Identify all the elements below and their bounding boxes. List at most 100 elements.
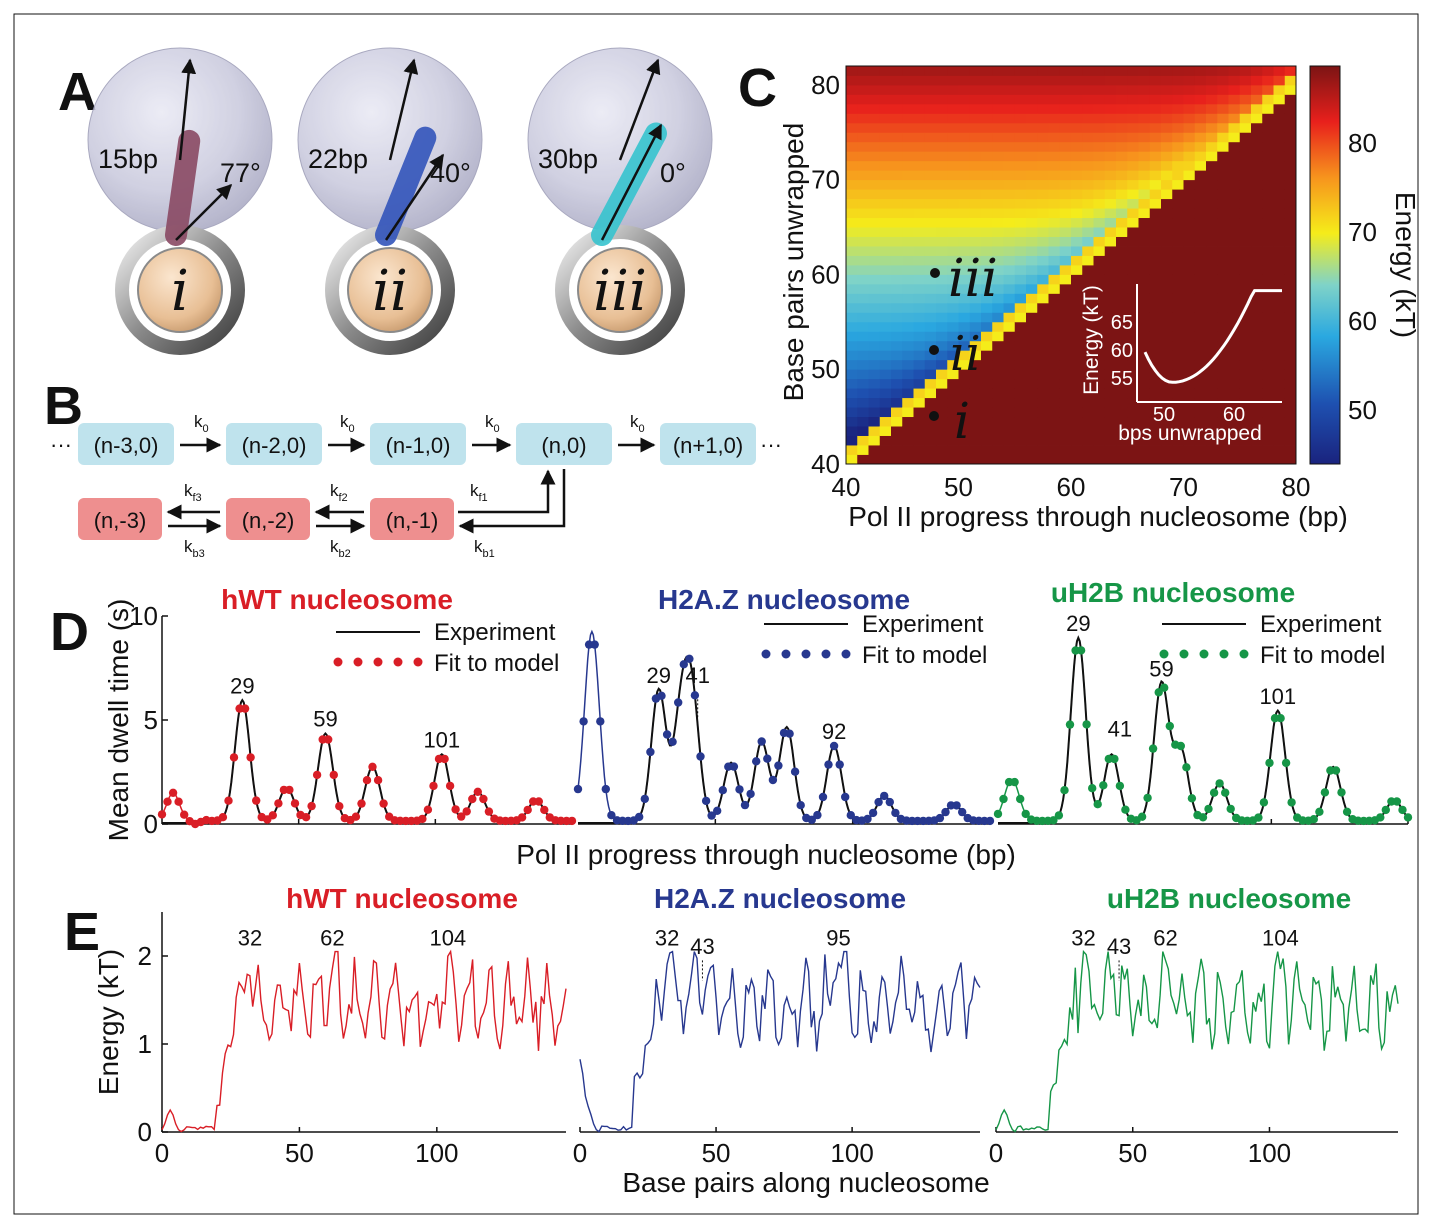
fit-point <box>1187 794 1197 803</box>
experiment-line <box>162 698 572 824</box>
peak-label: 95 <box>826 926 850 951</box>
fit-point <box>1331 766 1341 775</box>
fit-point <box>1076 646 1086 655</box>
fit-point <box>445 781 455 791</box>
inset-y-tick: 55 <box>1111 368 1133 390</box>
state-marker-label: ii <box>950 326 981 382</box>
energy-line <box>161 949 567 1133</box>
kb-subscript: b3 <box>193 548 205 560</box>
state-numeral: iii <box>593 259 647 324</box>
fit-point <box>958 807 967 817</box>
peak-label: 104 <box>1262 926 1299 951</box>
legend-fit-swatch <box>821 649 831 659</box>
state-numeral: i <box>171 259 189 324</box>
fit-point <box>993 809 1003 819</box>
fit-point <box>246 753 255 762</box>
fit-point <box>157 810 167 819</box>
peak-label: 101 <box>423 727 460 752</box>
fit-point <box>268 811 277 820</box>
panel-letter-d: D <box>50 602 89 662</box>
fit-point <box>312 770 322 780</box>
kf-label: kf2 <box>330 481 348 504</box>
state-marker-label: iii <box>948 249 998 309</box>
fit-point <box>885 797 894 807</box>
fit-point <box>735 785 744 794</box>
fit-point <box>1010 777 1019 787</box>
fit-point <box>1315 807 1324 816</box>
plot-title: H2A.Z nucleosome <box>654 883 906 914</box>
fit-point <box>451 805 460 814</box>
fit-point <box>373 776 383 785</box>
fit-point <box>484 807 494 816</box>
legend-fit-swatch <box>1219 649 1229 659</box>
peak-label: 29 <box>646 663 670 688</box>
y-tick-label: 40 <box>811 449 840 479</box>
top-state-box <box>78 423 174 465</box>
fit-point <box>368 762 377 771</box>
angle-label: 40° <box>430 158 471 188</box>
fit-point <box>301 813 311 822</box>
x-tick-label: 0 <box>989 1138 1003 1168</box>
peak-label: 101 <box>1259 684 1296 709</box>
legend-fit-swatch <box>781 649 791 659</box>
fit-point <box>1176 741 1186 751</box>
plot-title: H2A.Z nucleosome <box>658 584 910 615</box>
fit-point <box>662 730 672 739</box>
experiment-line <box>578 655 990 824</box>
k0-label: k0 <box>340 412 355 435</box>
fit-point <box>746 789 755 799</box>
x-axis-label: Base pairs along nucleosome <box>622 1167 989 1198</box>
legend-fit-swatch <box>413 657 423 667</box>
peak-label: 59 <box>313 707 337 732</box>
k0-subscript: 0 <box>203 423 209 435</box>
legend-fit-swatch <box>1239 649 1249 659</box>
y-tick-label: 2 <box>138 941 152 971</box>
top-state-label: (n-2,0) <box>242 433 307 458</box>
peak-label: 62 <box>1153 926 1177 951</box>
state-marker-dot <box>929 411 939 421</box>
x-tick-label: 100 <box>415 1138 458 1168</box>
state-marker-dot <box>929 345 939 355</box>
fit-point <box>423 805 433 814</box>
plot-title: hWT nucleosome <box>286 883 518 914</box>
bottom-state-box <box>78 498 162 540</box>
x-axis-label: Pol II progress through nucleosome (bp) <box>848 501 1348 532</box>
inset-curve <box>1143 289 1282 384</box>
fit-point <box>790 767 800 776</box>
fit-point <box>1337 788 1346 797</box>
fit-point <box>324 735 333 744</box>
fit-point <box>429 781 438 791</box>
fit-point <box>607 811 616 820</box>
inset-y-tick: 65 <box>1111 312 1133 334</box>
fit-point <box>252 796 261 805</box>
fit-point <box>163 797 172 806</box>
fit-point <box>640 794 649 804</box>
plot-title: hWT nucleosome <box>221 584 453 615</box>
fit-point <box>180 810 189 819</box>
state-numeral: ii <box>372 259 408 324</box>
fit-point <box>573 784 583 794</box>
fit-point <box>813 810 822 820</box>
dwell-plot-1: hWT nucleosome Experiment Fit to model 29 59… <box>157 584 577 829</box>
dna-tube <box>165 129 201 246</box>
angle-label: 77° <box>220 158 261 188</box>
legend-fit-label: Fit to model <box>862 642 987 669</box>
top-state-label: (n+1,0) <box>673 433 743 458</box>
fit-point <box>835 760 844 769</box>
top-state-box <box>370 423 466 465</box>
fit-point <box>646 747 655 757</box>
peak-label: 32 <box>1071 926 1095 951</box>
fit-point <box>1021 809 1030 819</box>
fit-point <box>796 801 805 810</box>
peak-label: 32 <box>655 926 679 951</box>
fit-point <box>590 640 599 649</box>
y-axis-label: Mean dwell time (s) <box>103 599 134 842</box>
fit-point <box>841 792 850 802</box>
x-axis-label: Pol II progress through nucleosome (bp) <box>516 839 1016 870</box>
fit-point <box>690 691 700 700</box>
fit-point <box>757 737 766 746</box>
fit-point <box>1154 688 1163 697</box>
fit-point <box>240 704 250 713</box>
